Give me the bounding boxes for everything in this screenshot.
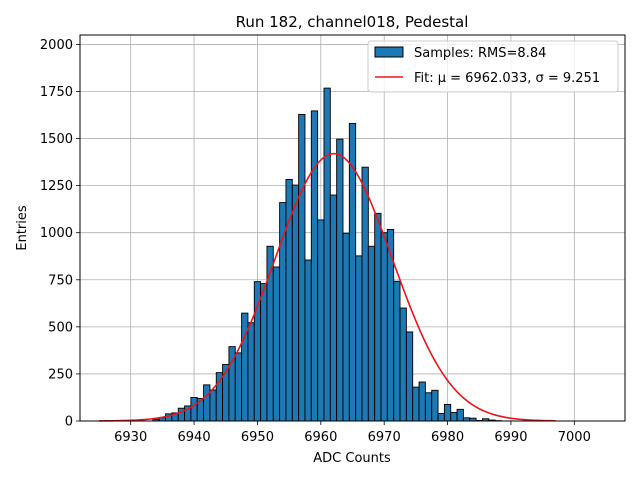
y-tick-label: 250 (48, 367, 73, 382)
histogram-bar (380, 232, 388, 422)
x-tick-label: 6960 (304, 430, 337, 445)
histogram-bar (431, 389, 439, 422)
legend-swatch-samples (374, 46, 404, 58)
histogram-bar (272, 266, 281, 422)
histogram-bar (393, 280, 401, 422)
histogram-bar (241, 312, 249, 422)
x-tick-label: 6970 (368, 430, 401, 445)
histogram-bar (336, 138, 344, 422)
legend-label-fit: Fit: μ = 6962.033, σ = 9.251 (414, 71, 600, 86)
x-tick-label: 6930 (114, 430, 147, 445)
y-tick-label: 1250 (40, 179, 73, 194)
histogram-bar (247, 322, 255, 422)
plot-frame (79, 34, 626, 422)
y-tick-label: 0 (65, 415, 73, 430)
x-axis-label: ADC Counts (313, 451, 391, 466)
histogram-bars (152, 87, 502, 422)
histogram-bar (456, 408, 464, 422)
histogram-bar (310, 110, 319, 422)
gaussian-fit-curve (99, 152, 556, 422)
y-tick-label: 1500 (40, 132, 73, 147)
histogram-bar (209, 389, 217, 422)
histogram-bar (234, 352, 243, 422)
y-axis-label: Entries (15, 205, 30, 251)
histogram-bar (323, 87, 331, 422)
x-axis-ticks: 6930 6940 6950 6960 6970 6980 6990 7000 (114, 421, 591, 445)
histogram-bar (203, 384, 211, 422)
histogram-bar (405, 331, 414, 422)
histogram-bar (399, 307, 407, 422)
histogram-bar (260, 283, 268, 422)
histogram-bar (342, 232, 350, 422)
histogram-bar (412, 386, 420, 422)
histogram-bar (317, 219, 325, 422)
y-tick-label: 500 (48, 320, 73, 335)
y-tick-label: 1750 (40, 85, 73, 100)
x-tick-label: 6940 (178, 430, 211, 445)
histogram-bar (355, 255, 363, 422)
histogram-bar (304, 259, 312, 422)
x-tick-label: 7000 (558, 430, 591, 445)
legend: Samples: RMS=8.84 Fit: μ = 6962.033, σ =… (367, 40, 619, 93)
histogram-bar (291, 184, 300, 422)
chart-title: Run 182, channel018, Pedestal (236, 13, 469, 31)
histogram-bar (367, 245, 376, 422)
histogram-bar (443, 403, 452, 422)
histogram-bar (298, 114, 306, 422)
x-tick-label: 6950 (241, 430, 274, 445)
histogram-bar (329, 194, 338, 422)
y-tick-label: 1000 (40, 226, 73, 241)
legend-box (367, 40, 619, 93)
y-tick-label: 750 (48, 273, 73, 288)
fit-curve-layer (99, 152, 556, 422)
x-tick-label: 6990 (494, 430, 527, 445)
histogram-bar (424, 392, 433, 422)
histogram-bar (361, 166, 369, 422)
y-axis-ticks: 0 250 500 750 1000 1250 1500 1750 2000 (40, 38, 80, 430)
histogram-bar (190, 397, 198, 422)
histogram-bar (450, 412, 458, 422)
y-tick-label: 2000 (40, 38, 73, 53)
legend-label-samples: Samples: RMS=8.84 (414, 46, 546, 61)
histogram-bar (437, 413, 445, 422)
histogram-bar (374, 212, 382, 422)
x-tick-label: 6980 (431, 430, 464, 445)
histogram-bar (418, 381, 426, 422)
